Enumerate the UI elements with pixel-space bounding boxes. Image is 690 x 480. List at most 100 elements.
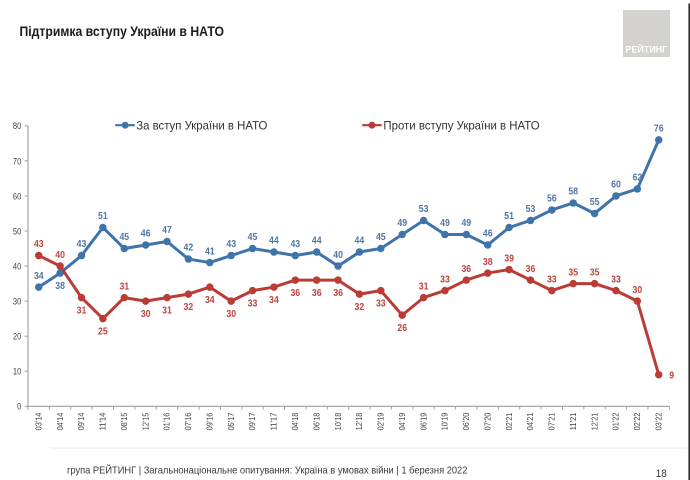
svg-text:76: 76 [654, 124, 664, 135]
svg-text:31: 31 [119, 281, 129, 292]
svg-text:10'18: 10'18 [333, 412, 343, 430]
svg-text:50: 50 [13, 226, 21, 236]
svg-text:36: 36 [333, 288, 343, 299]
svg-text:03'22: 03'22 [653, 412, 663, 430]
svg-text:34: 34 [269, 295, 279, 306]
svg-text:9: 9 [669, 370, 674, 381]
svg-text:11'14: 11'14 [98, 412, 108, 430]
svg-text:40: 40 [333, 250, 343, 261]
svg-text:36: 36 [461, 264, 471, 275]
svg-text:33: 33 [547, 274, 557, 285]
svg-text:02'21: 02'21 [504, 412, 514, 430]
svg-text:12'15: 12'15 [140, 412, 150, 430]
svg-text:11'17: 11'17 [269, 412, 279, 430]
svg-text:36: 36 [526, 264, 536, 275]
svg-text:43: 43 [290, 239, 300, 250]
svg-text:33: 33 [440, 274, 450, 285]
svg-text:0: 0 [17, 402, 21, 412]
svg-text:02'19: 02'19 [376, 412, 386, 430]
svg-text:45: 45 [119, 232, 129, 243]
svg-text:04'18: 04'18 [290, 412, 300, 430]
svg-text:44: 44 [355, 236, 365, 247]
svg-text:20: 20 [13, 332, 21, 342]
svg-text:46: 46 [483, 229, 493, 240]
svg-text:32: 32 [184, 302, 194, 313]
svg-text:36: 36 [312, 288, 322, 299]
svg-text:06'19: 06'19 [418, 412, 428, 430]
svg-text:51: 51 [98, 211, 108, 222]
svg-text:30: 30 [13, 297, 21, 307]
svg-text:07'21: 07'21 [547, 412, 557, 430]
svg-text:43: 43 [34, 239, 44, 250]
svg-text:12'21: 12'21 [589, 412, 599, 430]
svg-text:09'14: 09'14 [76, 412, 86, 430]
svg-text:06'18: 06'18 [311, 412, 321, 430]
svg-text:31: 31 [77, 305, 87, 316]
svg-text:33: 33 [611, 274, 621, 285]
svg-text:45: 45 [376, 232, 386, 243]
svg-text:32: 32 [355, 302, 365, 313]
svg-text:44: 44 [312, 236, 322, 247]
svg-text:30: 30 [226, 309, 236, 320]
svg-text:09'17: 09'17 [247, 412, 257, 430]
svg-text:03'14: 03'14 [33, 412, 43, 430]
svg-text:Проти вступу України в НАТО: Проти вступу України в НАТО [383, 119, 540, 133]
svg-text:47: 47 [162, 225, 172, 236]
svg-text:04'21: 04'21 [525, 412, 535, 430]
svg-text:07'20: 07'20 [482, 412, 492, 430]
svg-text:25: 25 [98, 326, 108, 337]
svg-text:70: 70 [13, 156, 21, 166]
svg-text:42: 42 [184, 243, 194, 254]
svg-text:група РЕЙТИНГ | Загальнонаціон: група РЕЙТИНГ | Загальнонаціональне опит… [67, 464, 468, 477]
svg-text:34: 34 [34, 271, 44, 282]
svg-text:11'21: 11'21 [568, 412, 578, 430]
svg-text:18: 18 [656, 468, 667, 480]
svg-text:56: 56 [547, 194, 557, 205]
svg-text:40: 40 [13, 262, 21, 272]
svg-text:49: 49 [397, 218, 407, 229]
svg-text:04'19: 04'19 [397, 412, 407, 430]
svg-text:51: 51 [504, 211, 514, 222]
svg-text:39: 39 [504, 253, 514, 264]
svg-text:53: 53 [526, 204, 536, 215]
svg-text:55: 55 [590, 197, 600, 208]
svg-text:62: 62 [633, 173, 643, 184]
svg-text:08'15: 08'15 [119, 412, 129, 430]
svg-text:43: 43 [226, 239, 236, 250]
svg-text:58: 58 [568, 187, 578, 198]
svg-text:34: 34 [205, 295, 215, 306]
svg-text:60: 60 [13, 191, 21, 201]
svg-text:06'20: 06'20 [461, 412, 471, 430]
svg-text:31: 31 [162, 305, 172, 316]
svg-text:80: 80 [13, 121, 21, 131]
svg-text:40: 40 [55, 250, 65, 261]
svg-text:60: 60 [611, 180, 621, 191]
svg-text:30: 30 [633, 285, 643, 296]
svg-text:49: 49 [461, 218, 471, 229]
svg-text:05'17: 05'17 [226, 412, 236, 430]
svg-text:За вступ України в НАТО: За вступ України в НАТО [136, 119, 268, 133]
svg-text:36: 36 [290, 288, 300, 299]
svg-text:43: 43 [77, 239, 87, 250]
svg-text:02'22: 02'22 [632, 412, 642, 430]
svg-text:Підтримка вступу України в НАТ: Підтримка вступу України в НАТО [20, 24, 225, 39]
svg-text:10: 10 [13, 367, 21, 377]
svg-text:26: 26 [397, 323, 407, 334]
svg-text:01'22: 01'22 [611, 412, 621, 430]
svg-text:44: 44 [269, 236, 279, 247]
svg-text:09'16: 09'16 [204, 412, 214, 430]
svg-text:07'16: 07'16 [183, 412, 193, 430]
svg-text:12'18: 12'18 [354, 412, 364, 430]
svg-text:РЕЙТИНГ: РЕЙТИНГ [625, 43, 667, 54]
svg-text:45: 45 [248, 232, 258, 243]
svg-text:33: 33 [248, 298, 258, 309]
svg-text:53: 53 [419, 204, 429, 215]
svg-text:04'14: 04'14 [55, 412, 65, 430]
svg-text:49: 49 [440, 218, 450, 229]
svg-text:46: 46 [141, 229, 151, 240]
svg-text:35: 35 [590, 267, 600, 278]
svg-text:30: 30 [141, 309, 151, 320]
svg-text:35: 35 [568, 267, 578, 278]
svg-text:33: 33 [376, 298, 386, 309]
svg-text:38: 38 [55, 281, 65, 292]
